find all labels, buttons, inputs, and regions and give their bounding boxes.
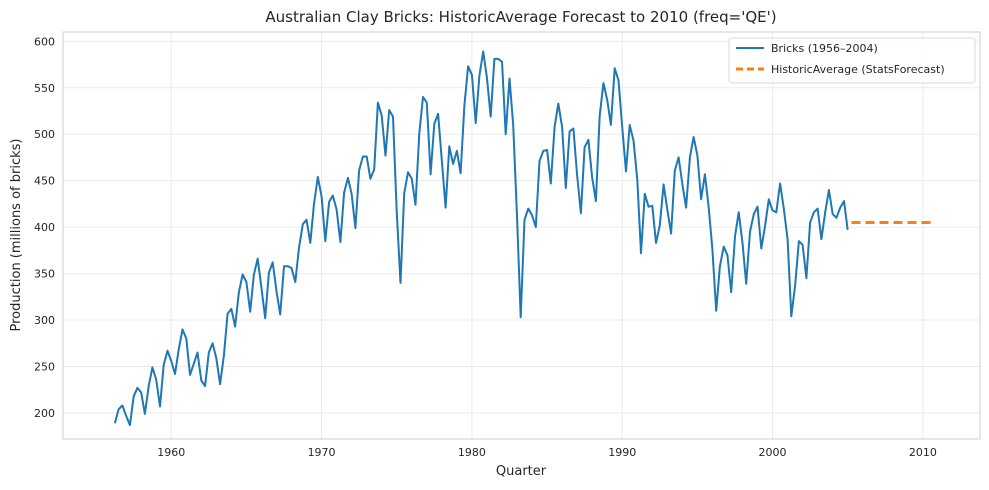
y-axis-label: Production (millions of bricks) [9,139,24,332]
x-tick-label: 2000 [759,446,787,459]
x-tick-label: 1980 [458,446,486,459]
series-layer [113,50,935,427]
x-tick-label: 2010 [909,446,937,459]
tick-labels: 200 250 300 350 400 450 500 550 600 1960 1970 1980 1… [34,35,937,459]
y-tick-label: 350 [34,268,55,281]
legend: Bricks (1956–2004) HistoricAverage (Stat… [728,37,976,84]
legend-label-bricks: Bricks (1956–2004) [771,42,878,55]
plot-frame [62,31,981,440]
y-tick-label: 600 [34,35,55,48]
x-tick-label: 1990 [608,446,636,459]
y-tick-label: 200 [34,407,55,420]
x-axis-label: Quarter [496,464,547,479]
y-tick-label: 500 [34,128,55,141]
series-line-bricks [113,50,849,427]
y-tick-label: 450 [34,175,55,188]
y-tick-label: 550 [34,82,55,95]
x-tick-label: 1970 [308,446,336,459]
y-tick-label: 300 [34,314,55,327]
grid [63,32,980,439]
y-tick-label: 400 [34,221,55,234]
x-tick-label: 1960 [157,446,185,459]
legend-label-historic-average: HistoricAverage (StatsForecast) [771,63,945,76]
chart-title: Australian Clay Bricks: HistoricAverage … [265,8,776,26]
legend-box [728,37,976,84]
y-tick-label: 250 [34,361,55,374]
